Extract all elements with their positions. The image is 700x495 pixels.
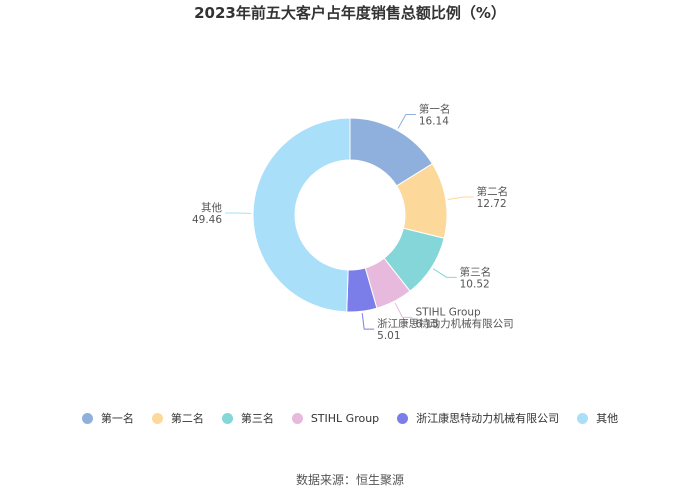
- legend-marker-1: [151, 412, 163, 424]
- legend-label-0: 第一名: [100, 412, 134, 425]
- slice-label-0: 第一名: [419, 102, 451, 115]
- slice-value-3: 6.15: [415, 318, 438, 330]
- legend-marker-4: [397, 412, 409, 424]
- legend-label-5: 其他: [596, 412, 619, 425]
- slice-value-5: 49.46: [192, 214, 222, 226]
- data-source: 数据来源：恒生聚源: [295, 473, 404, 487]
- legend-marker-3: [291, 412, 303, 424]
- slice-value-1: 12.72: [477, 198, 507, 210]
- legend-label-2: 第三名: [240, 412, 274, 425]
- slice-label-1: 第二名: [477, 185, 509, 198]
- slice-value-4: 5.01: [377, 330, 400, 342]
- leader-line-2: [432, 268, 457, 278]
- legend-label-3: STIHL Group: [310, 411, 380, 425]
- legend-item-5[interactable]: 其他: [577, 410, 618, 426]
- legend-item-0[interactable]: 第一名: [81, 410, 134, 426]
- slice-value-0: 16.14: [419, 115, 449, 127]
- leader-line-1: [447, 196, 474, 201]
- slice-label-3: STIHL Group: [415, 306, 481, 318]
- legend-marker-2: [221, 412, 233, 424]
- legend-item-4[interactable]: 浙江康思特动力机械有限公司: [397, 410, 559, 426]
- legend-item-2[interactable]: 第三名: [221, 410, 274, 426]
- legend-marker-5: [577, 412, 589, 424]
- leader-line-0: [397, 113, 416, 129]
- legend-label-4: 浙江康思特动力机械有限公司: [416, 412, 560, 425]
- pie-slice-5[interactable]: [252, 117, 351, 313]
- legend-item-3[interactable]: STIHL Group: [291, 410, 380, 426]
- slice-value-2: 10.52: [460, 278, 490, 290]
- legend-label-1: 第二名: [170, 412, 204, 425]
- chart-title: 2023年前五大客户占年度销售总额比例（%）: [194, 4, 506, 22]
- leader-line-4: [361, 313, 375, 330]
- leader-line-3: [394, 302, 413, 318]
- slice-label-2: 第三名: [460, 265, 492, 278]
- slice-label-4: 浙江康思特动力机械有限公司: [377, 317, 513, 330]
- legend-item-1[interactable]: 第二名: [151, 410, 204, 426]
- chart-legend: 第一名 第二名 第三名 STIHL Group 浙江康思特动力机械有限公司 其他: [0, 410, 700, 426]
- legend-marker-0: [81, 412, 93, 424]
- slice-label-5: 其他: [201, 201, 222, 214]
